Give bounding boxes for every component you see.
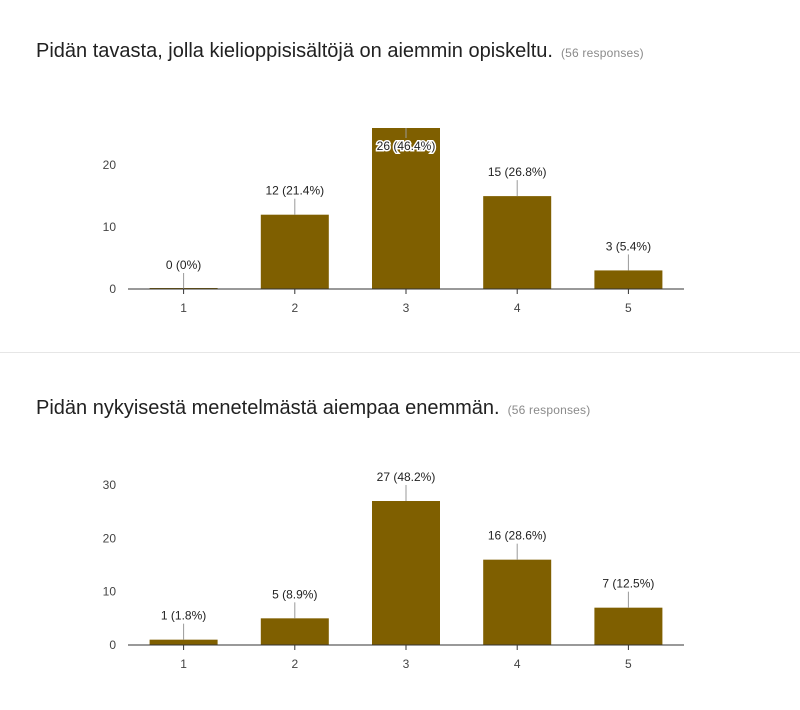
x-tick-label: 1 — [180, 657, 187, 671]
y-tick-label: 20 — [103, 531, 117, 545]
question-title-2: Pidän nykyisestä menetelmästä aiempaa en… — [36, 397, 500, 419]
x-tick-label: 5 — [625, 657, 632, 671]
question-header-2: Pidän nykyisestä menetelmästä aiempaa en… — [36, 397, 590, 420]
data-label: 0 (0%) — [166, 258, 201, 272]
data-label: 12 (21.4%) — [265, 184, 324, 198]
y-tick-label: 10 — [103, 220, 117, 234]
y-tick-label: 30 — [103, 478, 117, 492]
data-label: 26 (46.4%) — [377, 139, 436, 153]
data-label: 27 (48.2%) — [377, 470, 436, 484]
x-tick-label: 1 — [180, 301, 187, 315]
question-title-1: Pidän tavasta, jolla kielioppisisältöjä … — [36, 40, 553, 62]
bar — [372, 128, 440, 289]
question-card-1: Pidän tavasta, jolla kielioppisisältöjä … — [0, 0, 800, 352]
x-tick-label: 3 — [403, 657, 410, 671]
response-count-1: (56 responses) — [560, 46, 644, 60]
y-tick-label: 0 — [109, 282, 116, 296]
x-tick-label: 3 — [403, 301, 410, 315]
card-divider — [0, 352, 800, 353]
x-tick-label: 4 — [514, 301, 521, 315]
y-tick-label: 0 — [109, 638, 116, 652]
x-tick-label: 2 — [291, 301, 298, 315]
data-label: 7 (12.5%) — [602, 577, 654, 591]
x-tick-label: 2 — [291, 657, 298, 671]
data-label: 5 (8.9%) — [272, 587, 317, 601]
bar — [260, 618, 329, 645]
bar — [594, 607, 663, 645]
y-tick-label: 10 — [103, 585, 117, 599]
x-tick-label: 4 — [514, 657, 521, 671]
data-label: 16 (28.6%) — [488, 529, 547, 543]
data-label: 1 (1.8%) — [161, 609, 206, 623]
bar-chart-1: 0 10 20 0 (0%) 1 12 (21.4%) 2 26 (46.4%) 3 15 (26… — [103, 128, 684, 315]
data-label: 3 (5.4%) — [606, 239, 651, 253]
response-count-2: (56 responses) — [507, 403, 591, 417]
bar — [372, 501, 440, 645]
bar-chart-2: 0 10 20 30 1 (1.8%) 1 5 (8.9%) 2 27 (48.2%) 3 16 (… — [103, 470, 684, 671]
bar — [483, 196, 552, 289]
bar — [260, 214, 329, 289]
bar — [594, 270, 663, 289]
bar — [483, 559, 552, 645]
question-card-2: Pidän nykyisestä menetelmästä aiempaa en… — [0, 353, 800, 710]
x-tick-label: 5 — [625, 301, 632, 315]
y-tick-label: 20 — [103, 158, 117, 172]
question-header-1: Pidän tavasta, jolla kielioppisisältöjä … — [36, 40, 644, 63]
bar — [149, 639, 218, 645]
data-label: 15 (26.8%) — [488, 165, 547, 179]
